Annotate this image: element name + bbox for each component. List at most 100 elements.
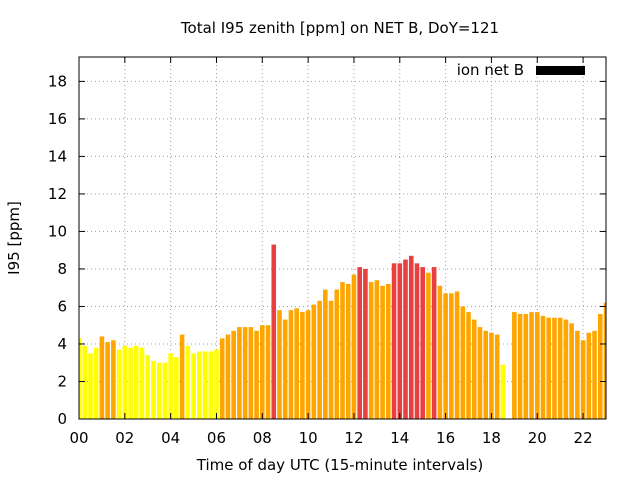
bar — [277, 310, 282, 419]
y-tick-label: 12 — [48, 185, 67, 203]
x-tick-label: 18 — [482, 429, 501, 447]
bar — [597, 313, 603, 419]
bar — [437, 285, 443, 419]
bar — [386, 283, 391, 419]
bar — [179, 334, 185, 419]
y-tick-label: 18 — [48, 72, 67, 90]
x-axis-label: Time of day UTC (15-minute intervals) — [196, 456, 483, 474]
bar — [546, 317, 552, 419]
bar — [586, 332, 592, 419]
x-tick-label: 22 — [574, 429, 593, 447]
bar — [517, 313, 523, 419]
bar — [82, 345, 88, 419]
x-tick-label: 06 — [207, 429, 226, 447]
bar — [426, 272, 431, 419]
x-tick-label: 16 — [436, 429, 455, 447]
bar — [563, 319, 569, 419]
bar — [139, 347, 145, 419]
bar — [185, 345, 191, 419]
bar — [471, 319, 477, 419]
bar — [93, 347, 99, 419]
bar — [580, 340, 586, 419]
bar — [534, 312, 540, 419]
bar — [345, 283, 351, 419]
y-tick-label: 10 — [48, 222, 67, 240]
bar — [162, 362, 168, 419]
bar — [128, 347, 133, 419]
bar — [145, 355, 151, 419]
bar — [191, 353, 196, 419]
x-tick-label: 02 — [115, 429, 134, 447]
legend-label: ion net B — [457, 61, 524, 79]
bar — [512, 312, 517, 419]
bar — [351, 274, 357, 419]
bar — [317, 300, 322, 419]
plot-frame — [78, 56, 607, 420]
bar — [122, 345, 128, 419]
bar — [357, 267, 362, 419]
bar — [603, 302, 606, 419]
bar — [260, 325, 265, 419]
bar — [523, 313, 529, 419]
bar — [202, 351, 208, 419]
bar — [151, 360, 156, 419]
bar — [340, 282, 345, 419]
bar — [483, 330, 488, 419]
bar — [540, 315, 546, 419]
bar — [133, 345, 139, 419]
bar — [88, 353, 93, 419]
bar — [99, 336, 105, 419]
bar — [397, 263, 403, 419]
bar — [466, 312, 471, 419]
legend-swatch — [536, 66, 585, 75]
bar — [271, 244, 277, 419]
bar — [105, 342, 110, 419]
bar — [168, 353, 173, 419]
bar — [242, 327, 248, 419]
bar — [420, 267, 425, 419]
bar — [116, 349, 122, 419]
x-tick-label: 14 — [390, 429, 409, 447]
bar — [575, 330, 580, 419]
bar — [79, 338, 82, 419]
bar — [208, 351, 214, 419]
x-tick-label: 04 — [161, 429, 180, 447]
bar — [300, 312, 305, 419]
bar — [225, 334, 231, 419]
bar — [197, 351, 202, 419]
x-tick-label: 10 — [299, 429, 318, 447]
bars — [79, 244, 606, 419]
bar — [460, 306, 466, 419]
bar — [494, 334, 500, 419]
bar — [334, 289, 340, 419]
bar — [391, 263, 397, 419]
bar — [174, 357, 179, 419]
bar — [311, 304, 317, 419]
bar — [282, 319, 288, 419]
bar — [477, 327, 483, 419]
bar — [231, 330, 236, 419]
bar — [529, 312, 534, 419]
bar — [552, 317, 557, 419]
y-tick-label: 8 — [57, 260, 67, 278]
bar — [431, 267, 437, 419]
bar — [592, 330, 597, 419]
y-tick-label: 0 — [57, 410, 67, 428]
bar — [254, 330, 259, 419]
bar — [380, 285, 385, 419]
bar — [363, 268, 368, 419]
x-tick-label: 00 — [69, 429, 88, 447]
y-axis-label: I95 [ppm] — [5, 201, 23, 275]
bar — [368, 282, 374, 419]
bar — [569, 323, 574, 419]
bar — [454, 291, 460, 419]
x-tick-label: 08 — [253, 429, 272, 447]
bar — [449, 293, 454, 419]
bar — [305, 310, 311, 419]
bar — [557, 317, 563, 419]
bar — [374, 280, 380, 419]
bar — [248, 327, 254, 419]
bar — [414, 263, 420, 419]
